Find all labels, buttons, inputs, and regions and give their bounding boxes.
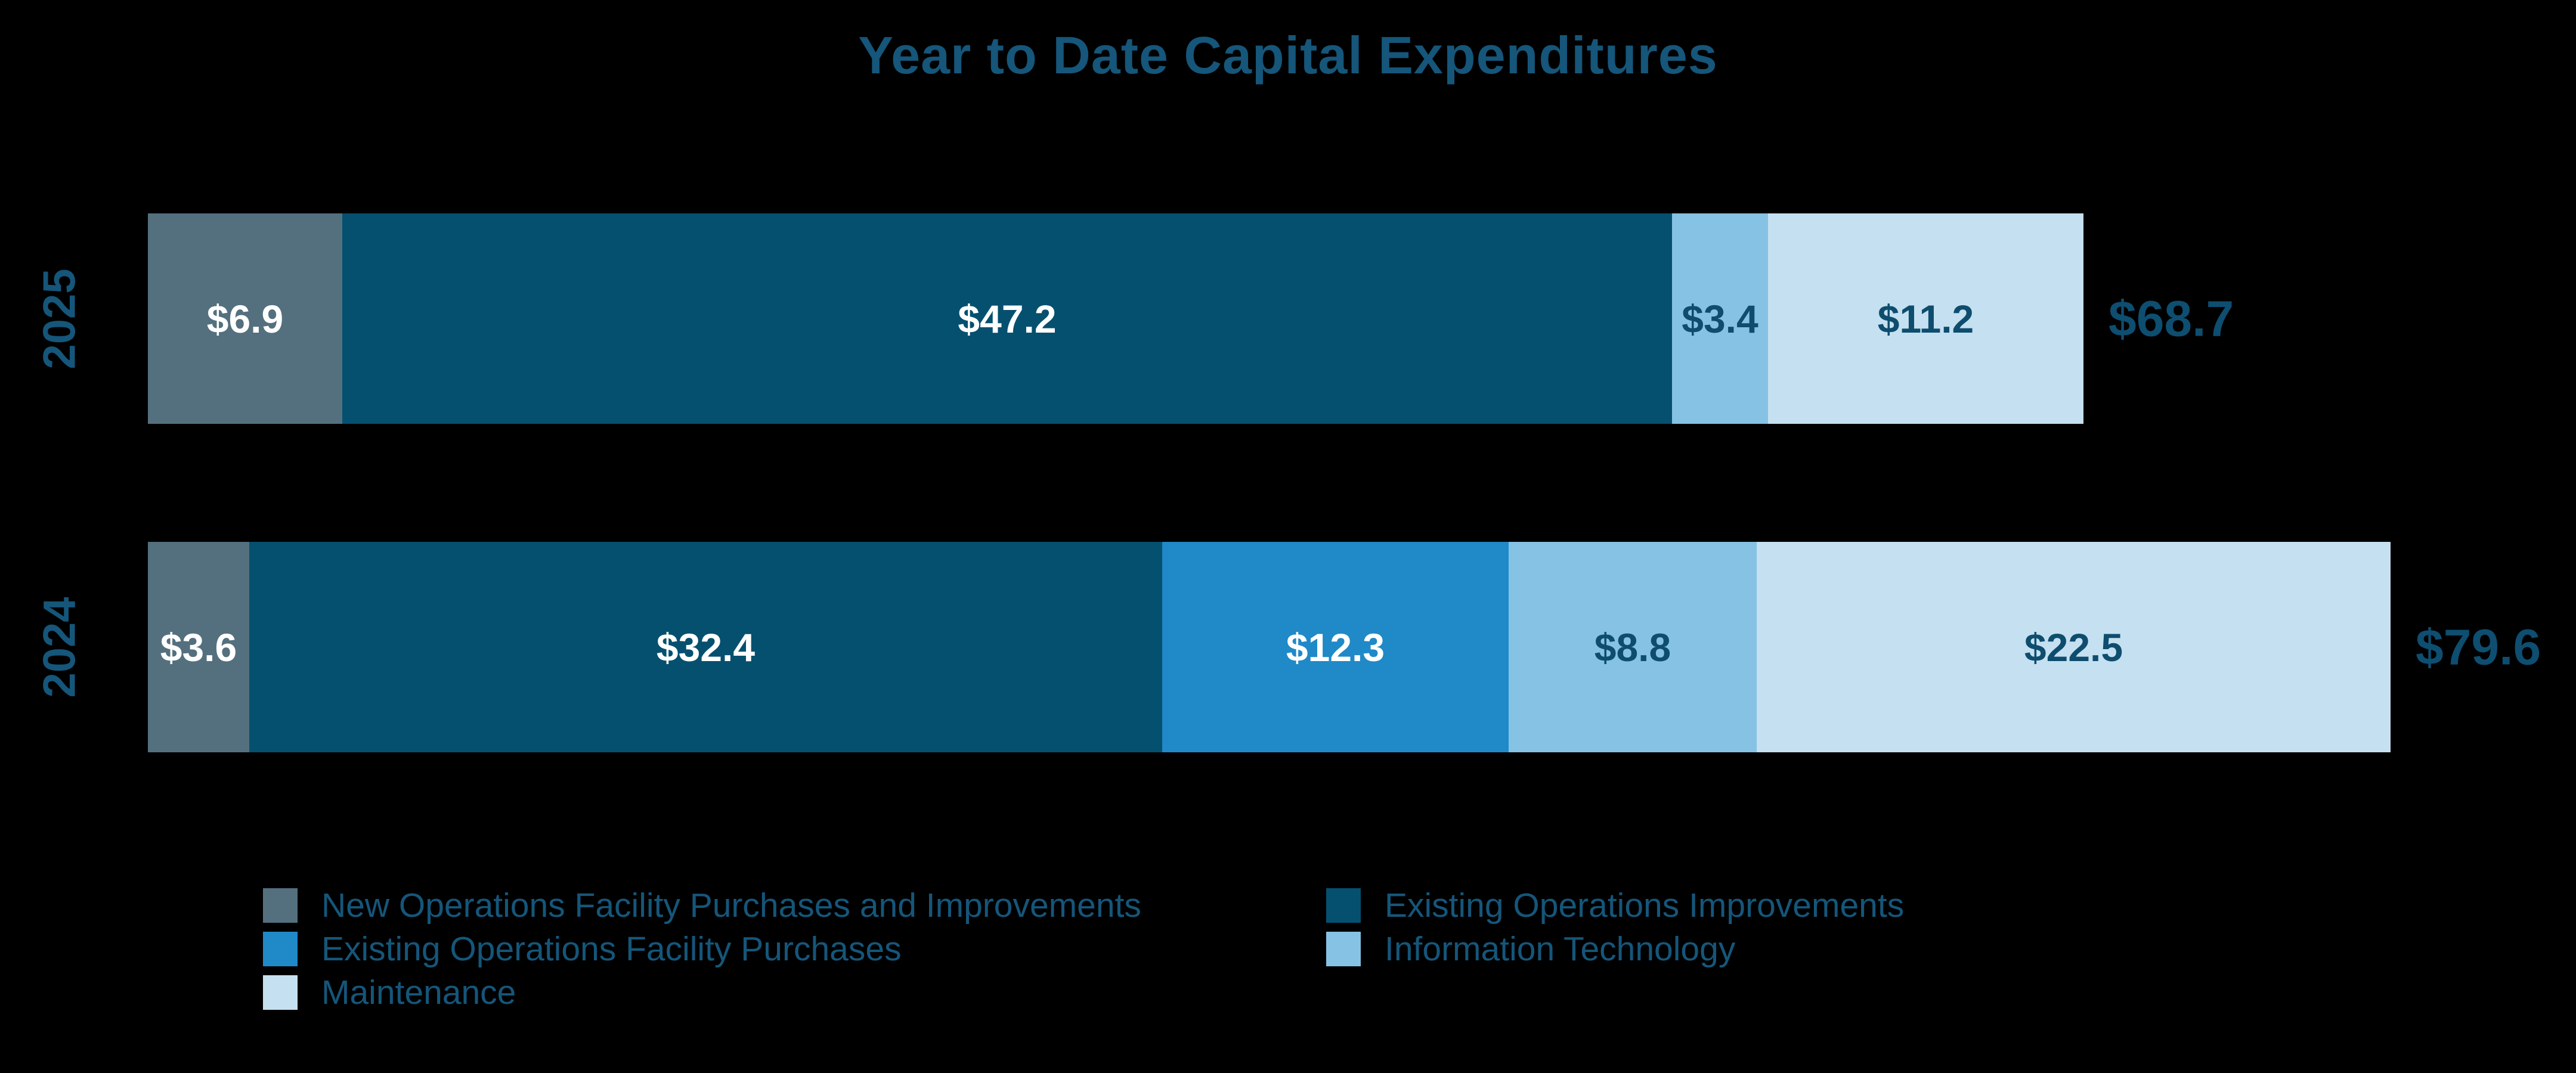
bar-segment: $22.5 xyxy=(1757,542,2391,752)
legend-swatch-icon xyxy=(1326,888,1361,923)
legend-label: New Operations Facility Purchases and Im… xyxy=(321,886,1141,925)
bar-segment: $3.6 xyxy=(148,542,249,752)
bar-segment: $32.4 xyxy=(249,542,1162,752)
stacked-bar-2025: $6.9 $47.2 $3.4 $11.2 xyxy=(148,213,2083,424)
legend-label: Maintenance xyxy=(321,973,516,1012)
legend-swatch-icon xyxy=(1326,931,1361,966)
bar-total-label: $68.7 xyxy=(2109,290,2234,346)
bar-segment: $12.3 xyxy=(1162,542,1509,752)
legend-label: Information Technology xyxy=(1385,929,1736,968)
legend-label: Existing Operations Improvements xyxy=(1385,886,1905,925)
stacked-bar-2024: $3.6 $32.4 $12.3 $8.8 $22.5 xyxy=(148,542,2391,752)
legend-swatch-icon xyxy=(263,975,298,1010)
legend-item: New Operations Facility Purchases and Im… xyxy=(263,886,1326,925)
bar-segment: $11.2 xyxy=(1768,213,2083,424)
bar-segment: $3.4 xyxy=(1672,213,1768,424)
y-axis-label-2025: 2025 xyxy=(34,268,85,370)
bar-segment: $8.8 xyxy=(1509,542,1757,752)
legend-swatch-icon xyxy=(263,931,298,966)
legend-label: Existing Operations Facility Purchases xyxy=(321,929,902,968)
legend-item: Maintenance xyxy=(263,973,1326,1012)
legend-item: Existing Operations Facility Purchases xyxy=(263,929,1326,969)
legend-item: Information Technology xyxy=(1326,929,1904,969)
legend-item: Existing Operations Improvements xyxy=(1326,886,1904,925)
y-axis-label-2024: 2024 xyxy=(34,596,85,698)
legend-swatch-icon xyxy=(263,888,298,923)
bar-segment: $6.9 xyxy=(148,213,342,424)
bar-total-label: $79.6 xyxy=(2416,619,2541,675)
chart-title: Year to Date Capital Expenditures xyxy=(858,26,1718,85)
bar-segment: $47.2 xyxy=(342,213,1672,424)
legend: New Operations Facility Purchases and Im… xyxy=(263,883,1904,1014)
